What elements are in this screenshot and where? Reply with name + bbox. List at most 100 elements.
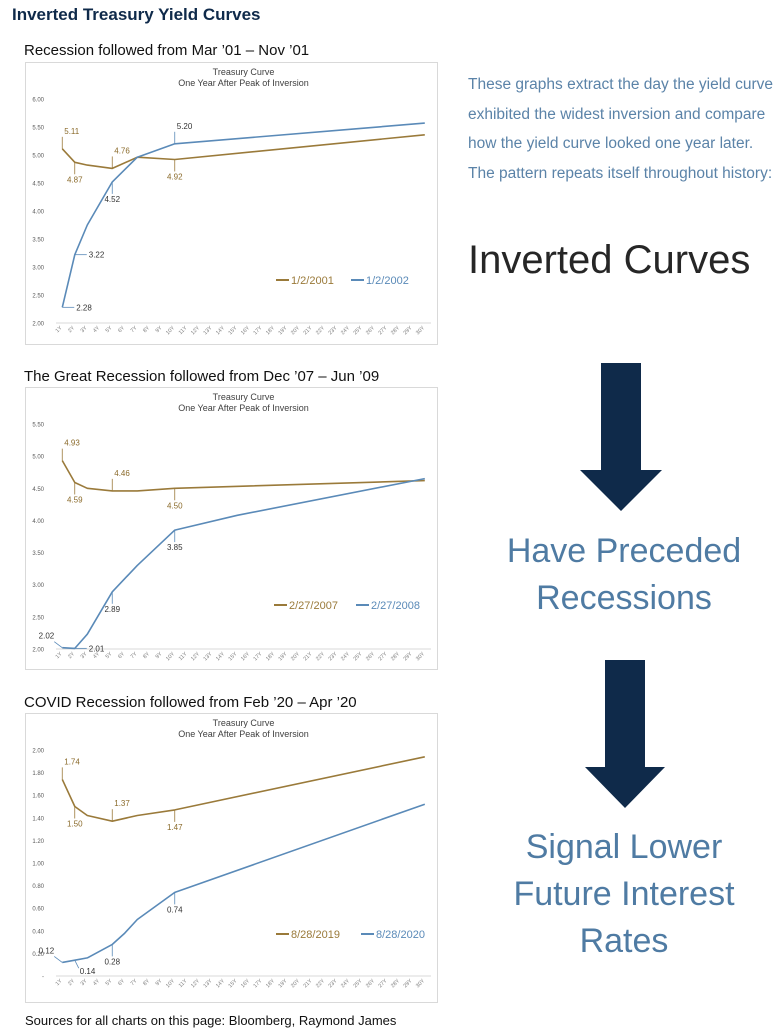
y-tick-label: 1.00 (32, 862, 44, 868)
chart-3-heading: COVID Recession followed from Feb ’20 – … (24, 694, 357, 711)
x-tick-label: 19Y (277, 325, 288, 336)
data-label: 0.14 (80, 967, 96, 976)
y-tick-label: 5.00 (32, 154, 44, 160)
x-tick-label: 12Y (190, 978, 201, 989)
data-label: 1.37 (114, 799, 130, 808)
legend-entry: 2/27/2007 (289, 600, 338, 612)
x-tick-label: 28Y (390, 651, 401, 662)
step2-line-2: Future Interest (513, 875, 735, 913)
x-tick-label: 11Y (178, 978, 189, 989)
x-tick-label: 12Y (190, 325, 201, 336)
data-label: 4.52 (104, 195, 120, 204)
x-tick-label: 6Y (117, 325, 126, 334)
x-tick-label: 20Y (290, 651, 301, 662)
x-tick-label: 26Y (365, 978, 376, 989)
x-tick-label: 17Y (252, 978, 263, 989)
y-tick-label: 3.50 (32, 238, 44, 244)
x-tick-label: 27Y (377, 978, 388, 989)
x-tick-label: 1Y (55, 325, 64, 334)
x-tick-label: 21Y (302, 651, 313, 662)
y-tick-label: 4.00 (32, 519, 44, 525)
chart-title: Treasury Curve (213, 392, 275, 402)
x-tick-label: 30Y (415, 651, 426, 662)
data-label: 4.46 (114, 469, 130, 478)
series-line-2 (62, 477, 425, 650)
x-tick-label: 14Y (215, 651, 226, 662)
x-tick-label: 3Y (80, 325, 89, 334)
y-tick-label: 5.50 (32, 423, 44, 429)
x-tick-label: 24Y (340, 651, 351, 662)
series-line-2 (62, 803, 426, 964)
x-tick-label: 28Y (390, 978, 401, 989)
x-tick-label: 19Y (277, 978, 288, 989)
x-tick-label: 7Y (130, 325, 139, 334)
x-tick-label: 2Y (67, 978, 76, 987)
x-tick-label: 20Y (290, 325, 301, 336)
y-tick-label: - (42, 975, 44, 981)
data-label: 2.28 (76, 303, 92, 312)
y-tick-label: 3.50 (32, 551, 44, 557)
x-tick-label: 6Y (117, 978, 126, 987)
x-tick-label: 22Y (315, 978, 326, 989)
x-tick-label: 13Y (202, 978, 213, 989)
chart-2-heading: The Great Recession followed from Dec ’0… (24, 368, 380, 385)
x-tick-label: 4Y (92, 651, 101, 660)
chart-subtitle: One Year After Peak of Inversion (178, 403, 309, 413)
legend-entry: 1/2/2001 (291, 275, 334, 287)
x-tick-label: 27Y (377, 651, 388, 662)
x-tick-label: 10Y (165, 978, 176, 989)
x-tick-label: 17Y (252, 651, 263, 662)
inverted-curves-heading: Inverted Curves (468, 238, 751, 282)
data-label: 1.74 (64, 757, 80, 766)
intro-text: These graphs extract the day the yield c… (468, 76, 773, 182)
y-tick-label: 0.40 (32, 929, 44, 935)
x-tick-label: 11Y (178, 651, 189, 662)
y-tick-label: 1.80 (32, 771, 44, 777)
x-tick-label: 18Y (265, 978, 276, 989)
y-tick-label: 2.00 (32, 749, 44, 755)
x-tick-label: 22Y (315, 325, 326, 336)
y-tick-label: 2.00 (32, 648, 44, 654)
x-tick-label: 26Y (365, 325, 376, 336)
y-tick-label: 3.00 (32, 266, 44, 272)
x-tick-label: 7Y (130, 651, 139, 660)
x-tick-label: 16Y (240, 978, 251, 989)
data-label: 3.85 (167, 543, 183, 552)
chart-subtitle: One Year After Peak of Inversion (178, 78, 309, 88)
x-tick-label: 10Y (165, 325, 176, 336)
x-tick-label: 2Y (67, 651, 76, 660)
y-tick-label: 0.80 (32, 884, 44, 890)
data-label: 2.89 (104, 605, 120, 614)
x-tick-label: 11Y (178, 325, 189, 336)
page-title: Inverted Treasury Yield Curves (12, 5, 261, 24)
x-tick-label: 9Y (155, 325, 164, 334)
data-label: 4.59 (67, 496, 83, 505)
x-tick-label: 28Y (390, 325, 401, 336)
x-tick-label: 4Y (92, 978, 101, 987)
x-tick-label: 3Y (80, 651, 89, 660)
x-tick-label: 5Y (105, 325, 114, 334)
x-tick-label: 29Y (402, 325, 413, 336)
x-tick-label: 21Y (302, 325, 313, 336)
y-tick-label: 5.50 (32, 126, 44, 132)
x-tick-label: 14Y (215, 325, 226, 336)
data-label: 0.12 (39, 946, 55, 955)
have-preceded-recessions-heading: Have Preceded Recessions (470, 528, 778, 622)
legend-entry: 2/27/2008 (371, 600, 420, 612)
y-tick-label: 2.50 (32, 294, 44, 300)
step1-line-2: Recessions (536, 579, 712, 617)
chart-1: Treasury Curve One Year After Peak of Inv… (25, 62, 438, 345)
y-tick-label: 3.00 (32, 583, 44, 589)
x-tick-label: 17Y (252, 325, 263, 336)
x-tick-label: 23Y (327, 978, 338, 989)
data-label: 3.22 (89, 251, 105, 260)
x-tick-label: 15Y (227, 978, 238, 989)
data-label: 4.87 (67, 175, 83, 184)
x-tick-label: 24Y (340, 978, 351, 989)
x-tick-label: 25Y (352, 651, 363, 662)
y-tick-label: 0.20 (32, 952, 44, 958)
legend-entry: 8/28/2019 (291, 929, 340, 941)
x-tick-label: 5Y (105, 651, 114, 660)
y-tick-label: 2.50 (32, 615, 44, 621)
